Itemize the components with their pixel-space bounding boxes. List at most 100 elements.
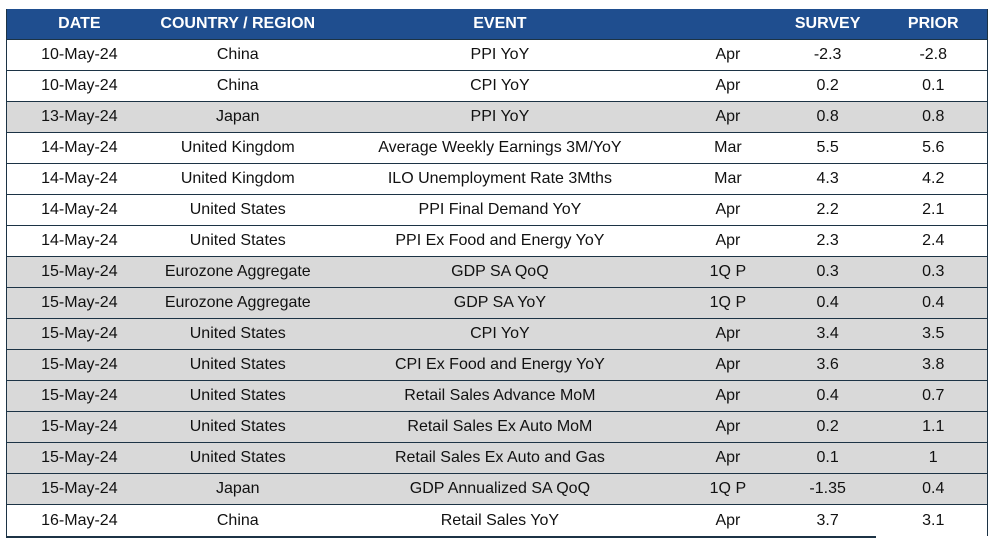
cell-event: Retail Sales Ex Auto and Gas [394, 449, 605, 466]
table-row: 14-May-24 United Kingdom ILO Unemployment … [7, 164, 987, 195]
cell-event: GDP SA QoQ [451, 263, 549, 280]
cell-survey: -2.3 [813, 46, 842, 63]
cell-country: United States [189, 201, 286, 218]
cell-survey: 4.3 [816, 170, 839, 187]
cell-prior: 1.1 [922, 418, 945, 435]
cell-prior: 0.7 [922, 387, 945, 404]
cell-event: PPI Ex Food and Energy YoY [395, 232, 605, 249]
cell-date: 14-May-24 [41, 201, 118, 218]
cell-survey: 3.4 [816, 325, 839, 342]
cell-country: Eurozone Aggregate [164, 263, 311, 280]
cell-country: Japan [215, 480, 260, 497]
cell-period: Apr [715, 511, 741, 529]
cell-prior: 2.4 [922, 232, 945, 249]
cell-date: 14-May-24 [41, 232, 118, 249]
cell-date: 15-May-24 [41, 449, 118, 466]
cell-country: United States [189, 387, 286, 404]
cell-country: United States [189, 449, 286, 466]
cell-country: Japan [215, 108, 260, 125]
cell-prior: 1 [928, 449, 938, 466]
cell-period: Apr [715, 325, 741, 342]
header-date: DATE [58, 15, 101, 32]
cell-event: Average Weekly Earnings 3M/YoY [378, 139, 622, 156]
table-row: 16-May-24 China Retail Sales YoY Apr 3.7 3.1 [7, 505, 987, 536]
cell-event: Retail Sales Advance MoM [404, 387, 596, 404]
cell-date: 15-May-24 [41, 294, 118, 311]
cell-survey: 2.3 [816, 232, 839, 249]
cell-date: 15-May-24 [41, 418, 118, 435]
cell-country: United States [189, 325, 286, 342]
cell-period: Apr [715, 232, 741, 249]
header-event: EVENT [473, 15, 527, 32]
cell-event: CPI YoY [470, 325, 530, 342]
cell-event: CPI YoY [470, 77, 530, 94]
cell-period: Apr [715, 108, 741, 125]
cell-event: PPI YoY [470, 108, 530, 125]
cell-survey: 0.3 [816, 263, 839, 280]
cell-prior: 5.6 [922, 139, 945, 156]
cell-period: Apr [715, 449, 741, 466]
cell-date: 14-May-24 [41, 170, 118, 187]
cell-event: ILO Unemployment Rate 3Mths [387, 170, 612, 187]
cell-survey: 0.2 [816, 418, 839, 435]
header-survey: SURVEY [794, 15, 861, 32]
cell-date: 15-May-24 [41, 325, 118, 342]
cell-country: China [216, 77, 259, 94]
cell-survey: 3.7 [816, 511, 839, 529]
cell-prior: 3.1 [922, 511, 945, 529]
table-row: 10-May-24 China PPI YoY Apr -2.3 -2.8 [7, 40, 987, 71]
cell-survey: 0.2 [816, 77, 839, 94]
cell-event: GDP SA YoY [453, 294, 546, 311]
cell-period: Apr [715, 418, 741, 435]
cell-survey: 5.5 [816, 139, 839, 156]
cell-prior: 0.1 [922, 77, 945, 94]
header-prior: PRIOR [907, 15, 959, 32]
cell-prior: 4.2 [922, 170, 945, 187]
cell-country: United Kingdom [180, 170, 295, 187]
cell-survey: 0.4 [816, 294, 839, 311]
cell-date: 15-May-24 [41, 263, 118, 280]
cell-event: Retail Sales YoY [440, 511, 560, 529]
table-bottom-border [6, 536, 876, 538]
table-row: 15-May-24 Eurozone Aggregate GDP SA YoY 1Q … [7, 288, 987, 319]
cell-event: CPI Ex Food and Energy YoY [394, 356, 605, 373]
cell-date: 16-May-24 [41, 511, 118, 529]
header-country: COUNTRY / REGION [160, 15, 316, 32]
cell-prior: 0.3 [922, 263, 945, 280]
cell-survey: 3.6 [816, 356, 839, 373]
cell-prior: 2.1 [922, 201, 945, 218]
cell-survey: 2.2 [816, 201, 839, 218]
table-row: 14-May-24 United States PPI Final Demand Y… [7, 195, 987, 226]
cell-survey: 0.4 [816, 387, 839, 404]
table-body: 10-May-24 China PPI YoY Apr -2.3 -2.8 10-May-2… [7, 40, 987, 536]
cell-date: 13-May-24 [41, 108, 118, 125]
cell-period: Apr [715, 77, 741, 94]
cell-period: Apr [715, 356, 741, 373]
table-row: 14-May-24 United Kingdom Average Weekly Ea… [7, 133, 987, 164]
cell-date: 15-May-24 [41, 480, 118, 497]
cell-period: Mar [714, 139, 742, 156]
cell-country: United States [189, 418, 286, 435]
cell-prior: 3.5 [922, 325, 945, 342]
cell-event: PPI Final Demand YoY [418, 201, 582, 218]
cell-period: Apr [715, 387, 741, 404]
table-row: 10-May-24 China CPI YoY Apr 0.2 0.1 [7, 71, 987, 102]
cell-country: Eurozone Aggregate [164, 294, 311, 311]
cell-date: 10-May-24 [41, 77, 118, 94]
cell-country: United States [189, 232, 286, 249]
table-row: 14-May-24 United States PPI Ex Food and En… [7, 226, 987, 257]
economic-calendar-table: DATE COUNTRY / REGION EVENT SURVEY PRIOR… [6, 9, 988, 536]
table-header: DATE COUNTRY / REGION EVENT SURVEY PRIOR [7, 9, 987, 40]
cell-prior: -2.8 [919, 46, 948, 63]
cell-prior: 3.8 [922, 356, 945, 373]
cell-date: 14-May-24 [41, 139, 118, 156]
cell-event: GDP Annualized SA QoQ [409, 480, 591, 497]
cell-period: 1Q P [709, 294, 747, 311]
cell-date: 10-May-24 [41, 46, 118, 63]
cell-period: Mar [714, 170, 742, 187]
table-row: 15-May-24 United States Retail Sales Ex Au… [7, 443, 987, 474]
table-row: 15-May-24 United States CPI Ex Food and En… [7, 350, 987, 381]
cell-prior: 0.8 [922, 108, 945, 125]
table-row: 15-May-24 Eurozone Aggregate GDP SA QoQ 1Q … [7, 257, 987, 288]
cell-date: 15-May-24 [41, 387, 118, 404]
